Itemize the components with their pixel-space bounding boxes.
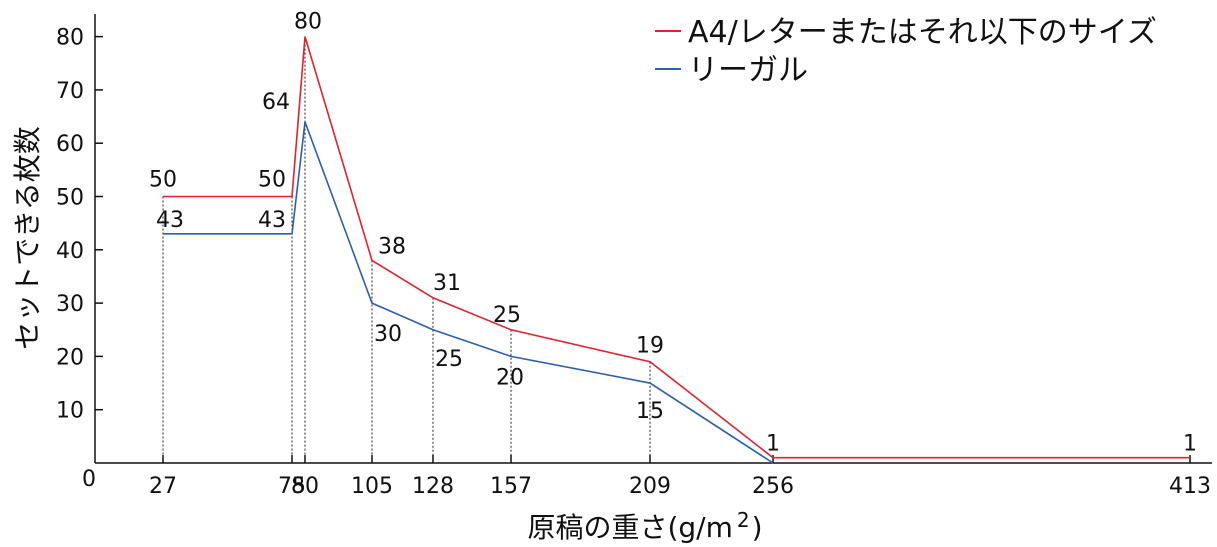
x-axis-title-close: ) <box>752 511 763 544</box>
x-tick-label: 105 <box>351 474 393 499</box>
origin-label: 0 <box>82 467 96 492</box>
axes <box>94 14 1212 464</box>
data-label-legal: 15 <box>636 399 664 424</box>
x-axis-title-superscript: 2 <box>737 508 750 532</box>
x-tick-label: 128 <box>412 474 454 499</box>
data-label-legal: 43 <box>156 208 184 233</box>
x-tick-label: 413 <box>1169 474 1211 499</box>
y-axis-title: セットできる枚数 <box>11 126 44 349</box>
data-label-legal: 64 <box>262 90 290 115</box>
y-tick-label: 30 <box>56 292 84 317</box>
data-label-a4: 50 <box>149 168 177 193</box>
data-label-a4: 80 <box>294 10 322 35</box>
x-tick-label: 80 <box>291 474 319 499</box>
legend-item-a4: A4/レターまたはそれ以下のサイズ <box>655 15 1157 50</box>
y-tick-label: 80 <box>56 26 84 51</box>
x-tick-label: 75 <box>278 474 306 499</box>
y-tick-label: 50 <box>56 186 84 211</box>
legend-item-legal: リーガル <box>655 53 808 88</box>
y-ticks: 10 20 30 40 50 60 70 80 <box>56 26 103 424</box>
x-tick-label: 256 <box>752 474 794 499</box>
x-tick-label: 209 <box>629 474 671 499</box>
series-group <box>163 36 1190 464</box>
data-label-a4: 50 <box>258 168 286 193</box>
data-label-a4: 19 <box>636 334 664 359</box>
data-labels: 50 50 80 38 31 25 19 1 1 43 43 64 30 25 20 15 <box>149 10 1197 457</box>
legend-label-legal: リーガル <box>688 53 808 88</box>
data-label-a4: 25 <box>493 303 521 328</box>
series-line-a4 <box>163 36 1190 459</box>
legend-label-a4: A4/レターまたはそれ以下のサイズ <box>688 15 1157 50</box>
y-tick-label: 10 <box>56 399 84 424</box>
x-axis-title: 原稿の重さ(g/m 2) <box>527 508 762 544</box>
data-label-a4: 38 <box>378 234 406 259</box>
y-tick-label: 60 <box>56 132 84 157</box>
x-axis-title-main: 原稿の重さ(g/m <box>527 511 732 544</box>
y-tick-label: 20 <box>56 345 84 370</box>
data-label-legal: 43 <box>258 208 286 233</box>
y-tick-label: 70 <box>56 79 84 104</box>
series-line-legal <box>163 121 774 464</box>
data-label-a4: 1 <box>1183 432 1197 457</box>
data-label-legal: 20 <box>496 365 524 390</box>
x-tick-label: 27 <box>149 474 177 499</box>
legend: A4/レターまたはそれ以下のサイズ リーガル <box>655 15 1157 88</box>
data-label-a4: 31 <box>433 271 461 296</box>
data-label-legal: 30 <box>374 322 402 347</box>
x-tick-label: 157 <box>490 474 532 499</box>
data-label-legal: 25 <box>435 347 463 372</box>
y-tick-label: 40 <box>56 239 84 264</box>
data-label-a4: 1 <box>766 432 780 457</box>
drop-lines <box>162 36 651 463</box>
